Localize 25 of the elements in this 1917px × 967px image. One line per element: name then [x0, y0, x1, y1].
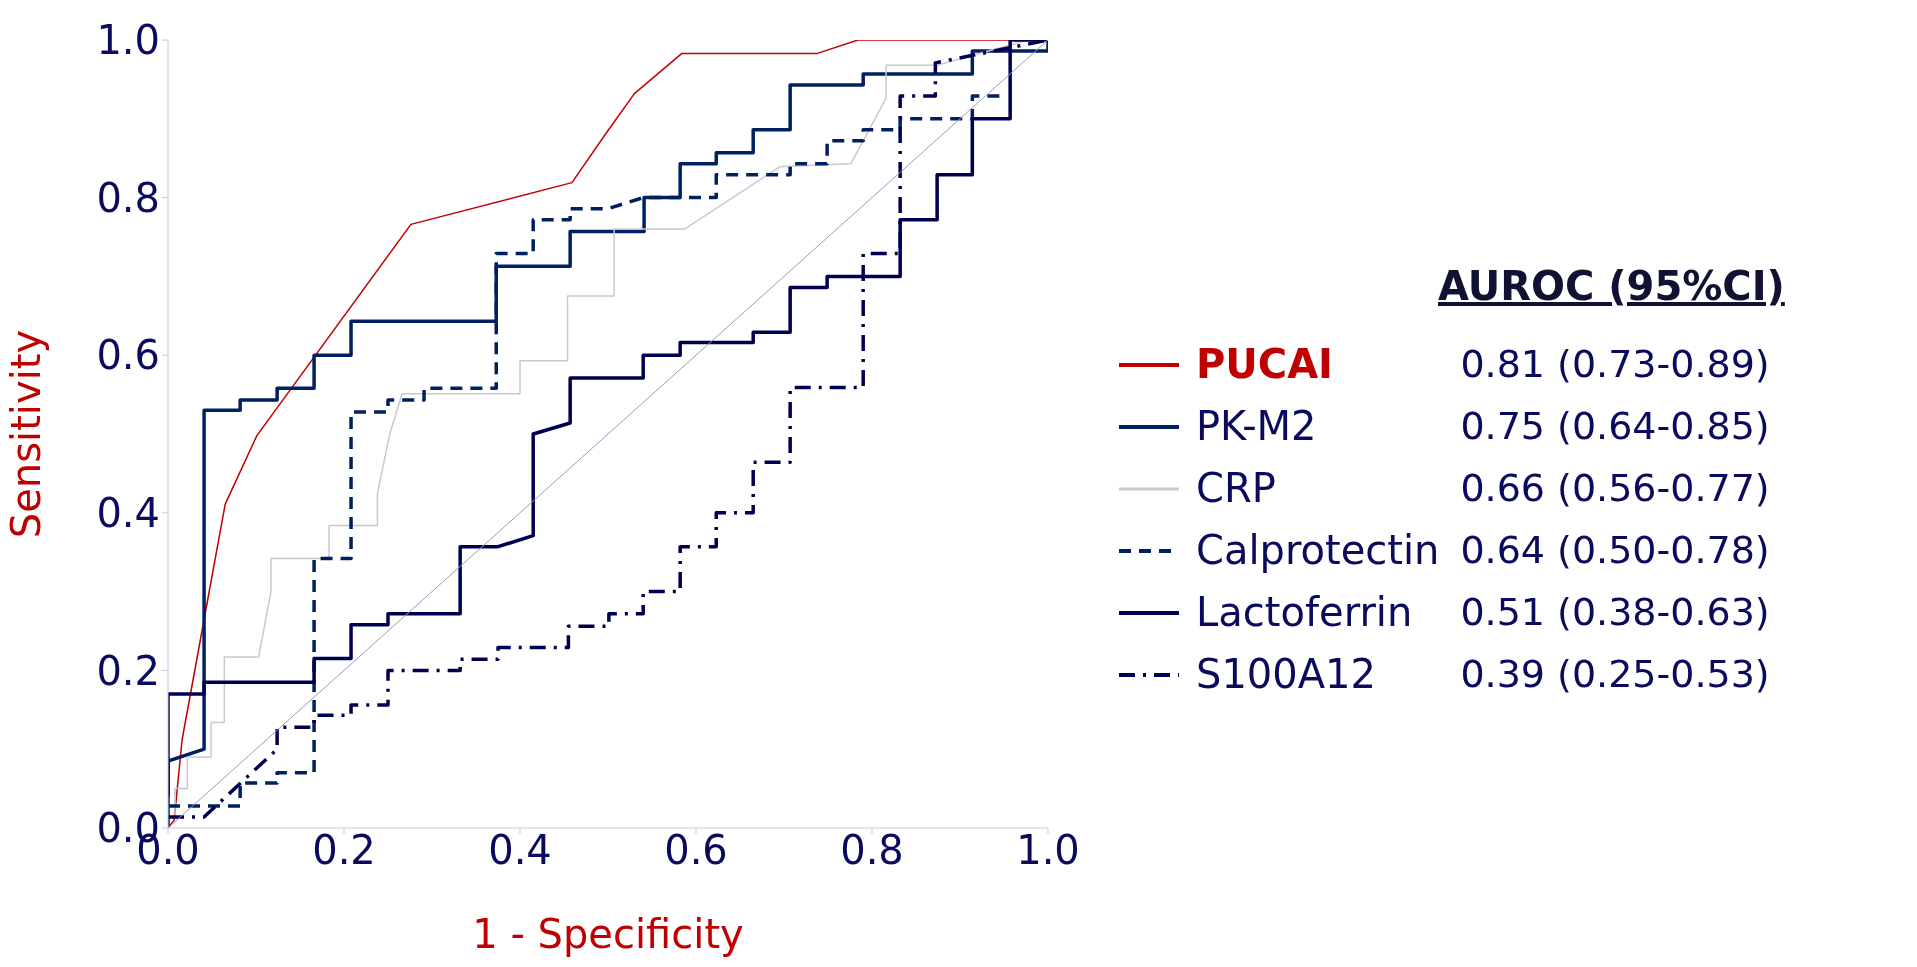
text: 0.81 (0.73-0.89)	[1459, 341, 1771, 388]
legend-label: Lactoferrin	[1195, 588, 1414, 637]
text: 0.66 (0.56-0.77)	[1459, 465, 1771, 512]
y-tick-label: 1.0	[96, 17, 160, 64]
legend-label: PUCAI	[1195, 340, 1334, 389]
legend-label: CRP	[1195, 464, 1277, 513]
y-axis-title: Sensitivity	[3, 329, 50, 539]
y-tick-label: 0.2	[96, 647, 160, 694]
x-tick-label: 1.0	[1016, 827, 1080, 874]
x-axis-title: 1 - Specificity	[472, 911, 744, 957]
legend-label: S100A12	[1195, 650, 1377, 699]
text: 0.64 (0.50-0.78)	[1459, 527, 1771, 574]
text: 0.39 (0.25-0.53)	[1459, 651, 1771, 698]
x-tick-label: 0.6	[664, 827, 728, 874]
text: 0.51 (0.38-0.63)	[1459, 589, 1771, 636]
x-tick-label: 0.8	[840, 827, 904, 874]
legend-label: PK-M2	[1195, 402, 1318, 451]
legend-label: Calprotectin	[1195, 526, 1441, 575]
y-tick-label: 0.8	[96, 174, 160, 221]
y-tick-label: 0.6	[96, 332, 160, 379]
legend-title: AUROC (95%CI)	[1438, 263, 1785, 309]
text: 0.75 (0.64-0.85)	[1459, 403, 1771, 450]
x-tick-label: 0.4	[488, 827, 552, 874]
x-tick-label: 0.2	[312, 827, 376, 874]
y-tick-label: 0.4	[96, 490, 160, 536]
